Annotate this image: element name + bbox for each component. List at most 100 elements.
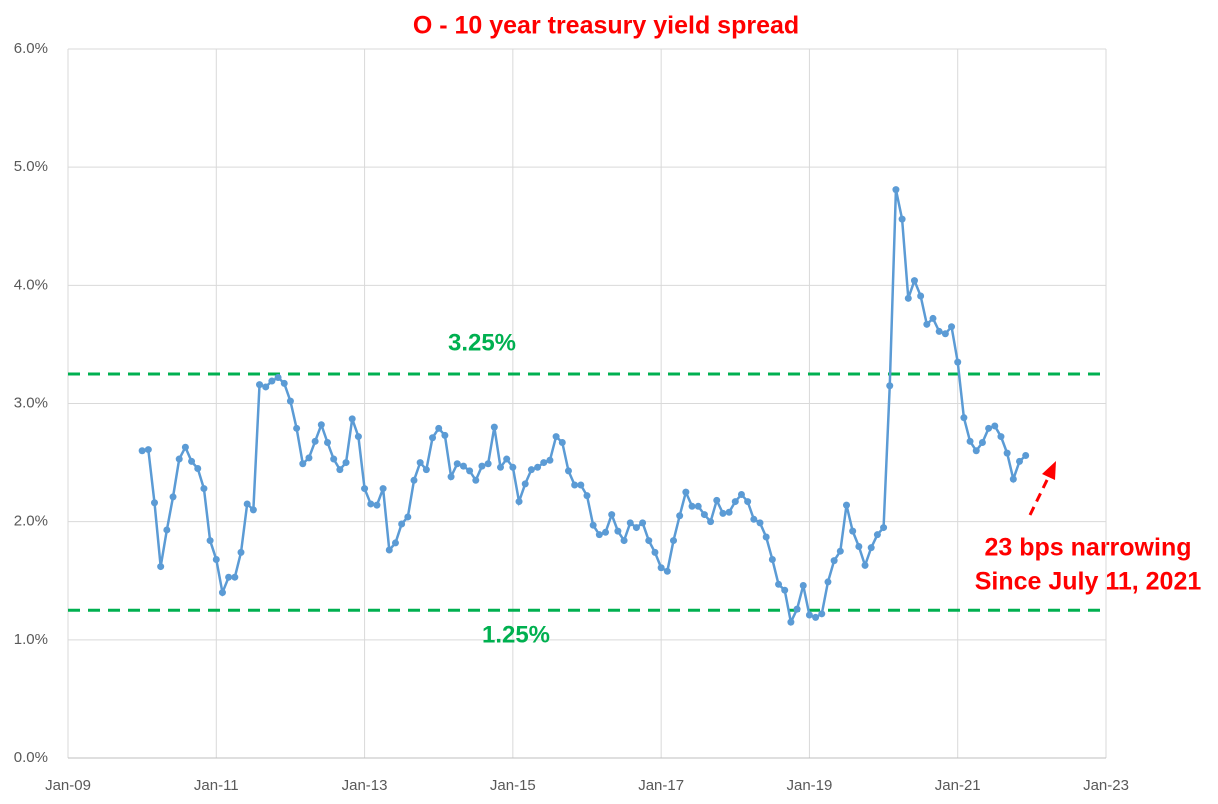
data-point xyxy=(750,515,758,523)
data-point xyxy=(429,434,437,442)
data-point xyxy=(985,424,993,432)
data-point xyxy=(873,531,881,539)
data-point xyxy=(960,414,968,422)
data-point xyxy=(571,481,579,489)
x-tick-label: Jan-09 xyxy=(45,777,91,794)
data-point xyxy=(268,377,276,385)
data-point xyxy=(762,533,770,541)
data-point xyxy=(459,462,467,470)
data-point xyxy=(564,467,572,475)
data-point xyxy=(200,485,208,493)
data-point xyxy=(707,518,715,526)
data-point xyxy=(144,446,152,454)
annotation-arrowhead xyxy=(1042,461,1056,480)
data-point xyxy=(694,502,702,510)
data-point xyxy=(632,524,640,532)
data-point xyxy=(682,488,690,496)
chart-title: O - 10 year treasury yield spread xyxy=(413,12,799,40)
data-point xyxy=(756,519,764,527)
data-point xyxy=(231,573,239,581)
data-point xyxy=(181,443,189,451)
data-point xyxy=(1003,449,1011,457)
data-point xyxy=(626,519,634,527)
data-point xyxy=(385,546,393,554)
data-point xyxy=(336,466,344,474)
data-point xyxy=(311,437,319,445)
data-point xyxy=(361,485,369,493)
data-point xyxy=(731,498,739,506)
data-point xyxy=(472,476,480,484)
data-point xyxy=(657,564,665,572)
x-tick-label: Jan-15 xyxy=(490,777,536,794)
data-point xyxy=(367,500,375,508)
data-point xyxy=(1009,475,1017,483)
data-point xyxy=(855,542,863,550)
data-point xyxy=(262,383,270,391)
data-point xyxy=(286,397,294,405)
data-point xyxy=(256,381,264,389)
data-point xyxy=(435,424,443,432)
data-point xyxy=(373,501,381,509)
data-point xyxy=(540,459,548,467)
data-point xyxy=(781,586,789,594)
data-point xyxy=(280,379,288,387)
data-point xyxy=(651,548,659,556)
data-point xyxy=(577,481,585,489)
data-point xyxy=(521,480,529,488)
data-point xyxy=(169,493,177,501)
data-point xyxy=(527,466,535,474)
data-point xyxy=(886,382,894,390)
data-point xyxy=(299,460,307,468)
data-point xyxy=(867,544,875,552)
data-point xyxy=(342,459,350,467)
annotation: Since July 11, 2021 xyxy=(975,568,1202,596)
data-point xyxy=(157,563,165,571)
data-point xyxy=(799,581,807,589)
data-point xyxy=(225,573,233,581)
x-tick-label: Jan-21 xyxy=(935,777,981,794)
data-point xyxy=(670,537,677,545)
data-point xyxy=(497,463,504,471)
data-point xyxy=(917,292,925,300)
data-point xyxy=(212,555,220,563)
y-tick-label: 6.0% xyxy=(14,40,48,57)
data-point xyxy=(163,526,171,534)
data-point xyxy=(793,605,801,613)
data-point xyxy=(354,433,362,441)
data-point xyxy=(317,421,325,429)
data-point xyxy=(379,485,387,493)
x-tick-label: Jan-13 xyxy=(342,777,388,794)
data-point xyxy=(194,464,202,472)
data-point xyxy=(700,511,708,519)
data-point xyxy=(719,509,727,517)
data-point xyxy=(713,496,721,504)
data-point xyxy=(948,323,956,331)
data-point xyxy=(534,463,542,471)
data-point xyxy=(997,433,1005,441)
data-point xyxy=(978,438,986,446)
data-point xyxy=(645,537,653,545)
data-point xyxy=(490,423,498,431)
data-point xyxy=(843,501,850,509)
annotation: 23 bps narrowing xyxy=(985,534,1192,562)
data-point xyxy=(398,520,406,528)
data-point xyxy=(1016,457,1023,465)
data-point xyxy=(441,431,449,439)
data-point xyxy=(188,457,196,465)
data-point xyxy=(929,314,937,322)
data-point xyxy=(663,567,671,575)
data-point xyxy=(954,358,962,366)
data-point xyxy=(676,512,684,520)
data-point xyxy=(293,424,301,432)
data-point xyxy=(861,561,869,569)
data-point xyxy=(422,466,430,474)
data-point xyxy=(744,498,752,506)
data-point xyxy=(836,547,844,555)
data-point xyxy=(410,476,418,484)
data-point xyxy=(484,460,492,468)
data-point xyxy=(391,539,399,547)
data-point xyxy=(805,611,813,619)
data-point xyxy=(620,537,628,545)
data-point xyxy=(849,527,857,535)
